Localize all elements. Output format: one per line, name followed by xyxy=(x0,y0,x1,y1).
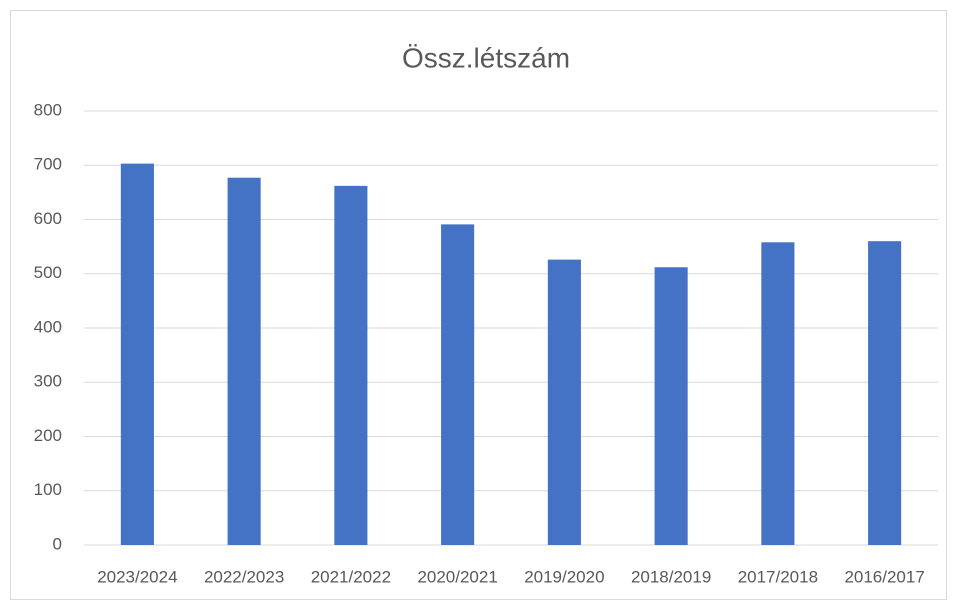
x-tick-label: 2018/2019 xyxy=(631,567,711,586)
x-tick-label: 2021/2022 xyxy=(311,567,391,586)
bar xyxy=(547,259,581,545)
x-tick-label: 2020/2021 xyxy=(417,567,497,586)
bar xyxy=(120,163,154,545)
x-tick-label: 2023/2024 xyxy=(97,567,177,586)
y-tick-label: 600 xyxy=(34,209,62,228)
bar xyxy=(868,241,902,545)
y-tick-label: 0 xyxy=(53,534,62,553)
bar xyxy=(334,185,368,546)
bar xyxy=(761,242,795,545)
y-tick-label: 400 xyxy=(34,317,62,336)
x-tick-label: 2019/2020 xyxy=(524,567,604,586)
y-tick-label: 200 xyxy=(34,426,62,445)
bar xyxy=(227,177,261,546)
y-tick-label: 100 xyxy=(34,480,62,499)
y-tick-label: 500 xyxy=(34,263,62,282)
y-tick-label: 300 xyxy=(34,372,62,391)
x-tick-label: 2017/2018 xyxy=(738,567,818,586)
bar xyxy=(654,267,688,545)
x-tick-label: 2022/2023 xyxy=(204,567,284,586)
y-tick-label: 700 xyxy=(34,155,62,174)
y-tick-label: 800 xyxy=(34,100,62,119)
x-tick-label: 2016/2017 xyxy=(844,567,924,586)
chart-title: Össz.létszám xyxy=(402,42,570,73)
bar xyxy=(441,224,475,545)
